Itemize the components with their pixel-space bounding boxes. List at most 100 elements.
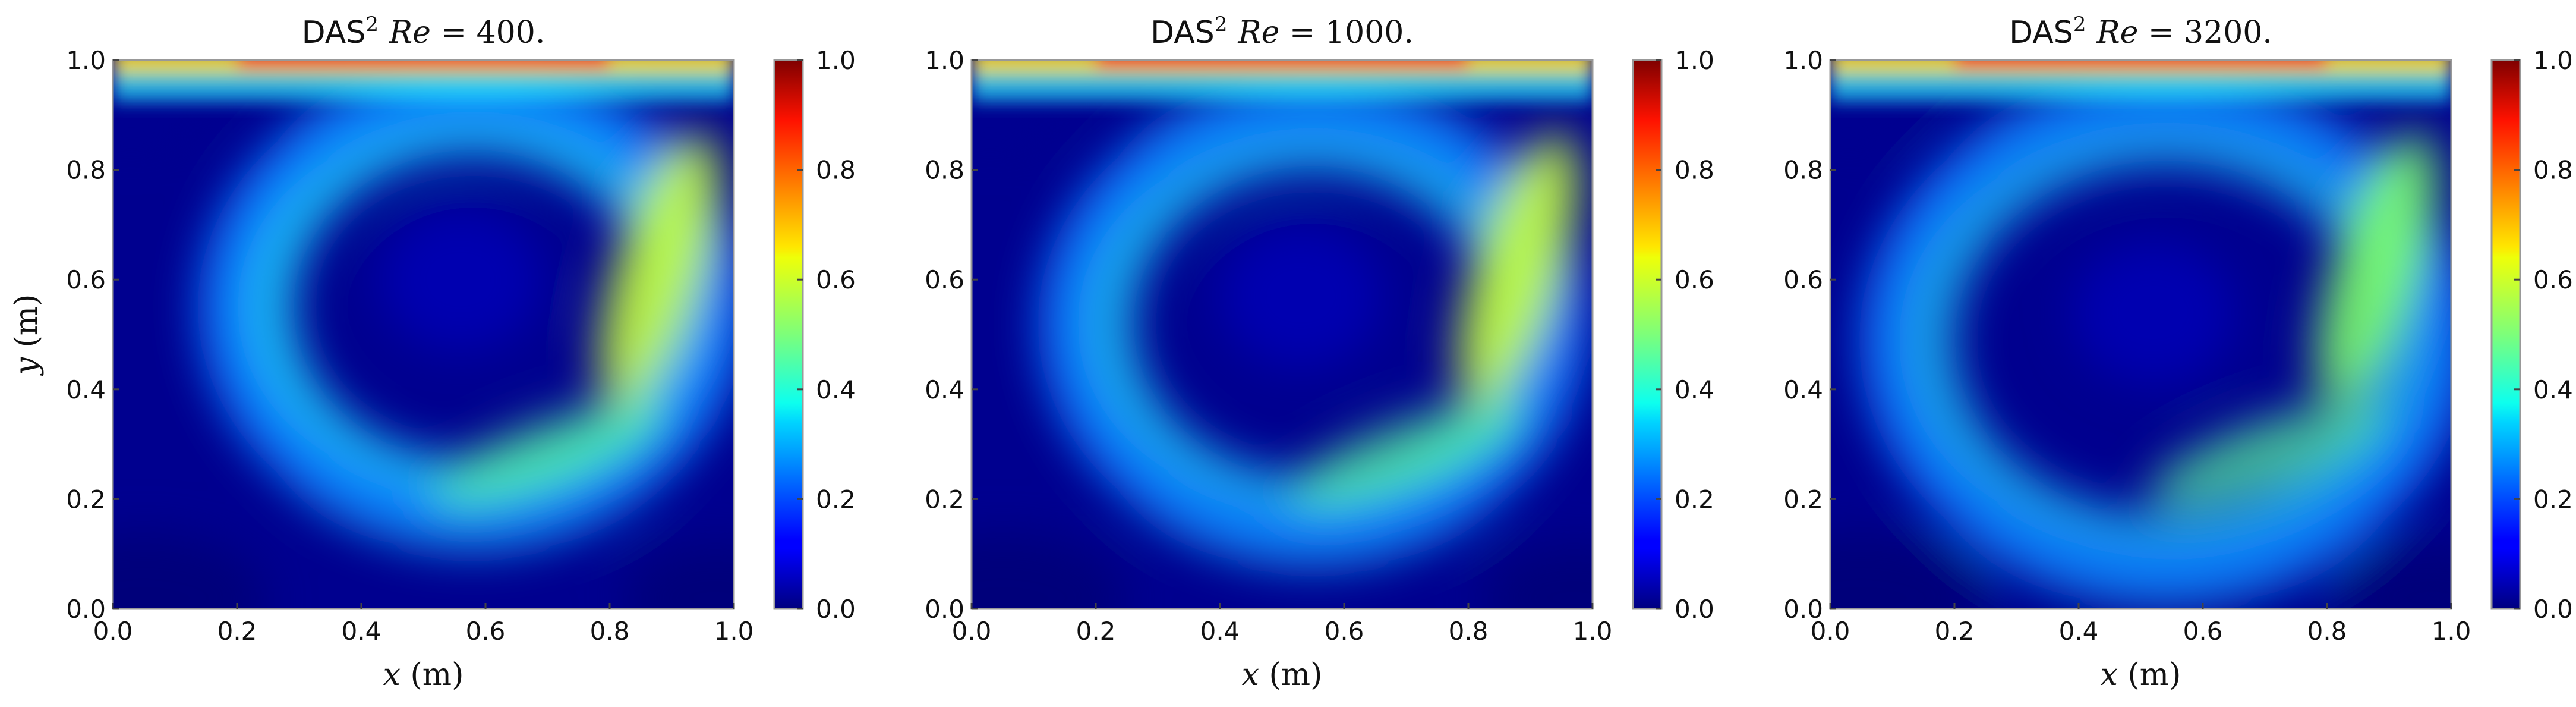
x-tick-label: 0.6 bbox=[466, 617, 506, 646]
x-axis-label-var: x bbox=[383, 657, 401, 693]
title-variable: Re bbox=[2096, 15, 2138, 51]
chart-title: DAS2 Re = 1000. bbox=[1150, 12, 1414, 51]
plot-frame bbox=[970, 59, 1594, 610]
x-tick-label: 0.2 bbox=[217, 617, 257, 646]
title-superscript: 2 bbox=[365, 12, 379, 36]
y-tick-label: 0.4 bbox=[925, 375, 964, 404]
title-equals: = bbox=[2138, 15, 2184, 51]
colorbar-tick-label: 0.0 bbox=[816, 595, 856, 624]
heatmap-field bbox=[113, 60, 734, 609]
x-tick-label: 0.4 bbox=[1200, 617, 1240, 646]
chart-svg: 0.0 0.2 0.4 0.6 0.8 1.0 0.0 0.2 0.4 0.6 0.8 1.0 DAS2… bbox=[1783, 12, 2573, 693]
y-axis-label: y (m) bbox=[9, 294, 45, 376]
x-axis-label: x (m) bbox=[2101, 657, 2181, 693]
title-variable: Re bbox=[389, 15, 431, 51]
colorbar bbox=[773, 59, 804, 610]
y-tick-label: 1.0 bbox=[66, 46, 106, 75]
x-tick-label: 0.0 bbox=[93, 617, 133, 646]
y-tick-label: 0.6 bbox=[925, 265, 964, 294]
y-tick-label: 0.8 bbox=[925, 156, 964, 185]
heatmap-field bbox=[972, 60, 1593, 609]
chart-svg: 0.0 0.2 0.4 0.6 0.8 1.0 0.0 0.2 0.4 0.6 0.8 1.0 DAS2… bbox=[9, 12, 856, 693]
panel-re-3200: 0.0 0.2 0.4 0.6 0.8 1.0 0.0 0.2 0.4 0.6 0.8 1.0 DAS2… bbox=[1717, 0, 2576, 707]
y-tick-label: 1.0 bbox=[925, 46, 964, 75]
chart-svg: 0.0 0.2 0.4 0.6 0.8 1.0 0.0 0.2 0.4 0.6 0.8 1.0 DAS2… bbox=[925, 12, 1714, 693]
title-variable: Re bbox=[1237, 15, 1279, 51]
colorbar-tick-label: 0.4 bbox=[1675, 375, 1714, 404]
x-tick-label: 1.0 bbox=[2432, 617, 2471, 646]
y-tick-label: 0.6 bbox=[1783, 265, 1823, 294]
y-tick-label: 0.0 bbox=[1783, 595, 1823, 624]
chart-title: DAS2 Re = 3200. bbox=[2009, 12, 2272, 51]
title-prefix: DAS bbox=[2009, 15, 2073, 51]
colorbar-tick-label: 0.8 bbox=[1675, 156, 1714, 185]
plot-frame bbox=[112, 59, 735, 610]
x-axis-label-unit: (m) bbox=[2118, 657, 2181, 693]
colorbar bbox=[2490, 59, 2521, 610]
x-axis-label-unit: (m) bbox=[401, 657, 464, 693]
colorbar-tick-label: 0.8 bbox=[816, 156, 856, 185]
title-equals: = bbox=[431, 15, 477, 51]
y-tick-label: 0.8 bbox=[1783, 156, 1823, 185]
title-superscript: 2 bbox=[1215, 12, 1228, 36]
colorbar-tick-label: 0.6 bbox=[1675, 265, 1714, 294]
colorbar-tick-label: 0.4 bbox=[2533, 375, 2573, 404]
y-tick-label: 0.0 bbox=[66, 595, 106, 624]
title-prefix: DAS bbox=[302, 15, 366, 51]
panel-re-1000: 0.0 0.2 0.4 0.6 0.8 1.0 0.0 0.2 0.4 0.6 0.8 1.0 DAS2… bbox=[859, 0, 1717, 707]
x-axis-label: x (m) bbox=[383, 657, 464, 693]
x-tick-label: 0.6 bbox=[2183, 617, 2223, 646]
colorbar-tick-label: 0.0 bbox=[2533, 595, 2573, 624]
x-tick-label: 0.6 bbox=[1325, 617, 1364, 646]
colorbar-tick-label: 1.0 bbox=[2533, 46, 2573, 75]
x-tick-label: 0.2 bbox=[1076, 617, 1116, 646]
y-tick-label: 0.6 bbox=[66, 265, 106, 294]
y-tick-label: 1.0 bbox=[1783, 46, 1823, 75]
x-tick-label: 0.4 bbox=[342, 617, 381, 646]
title-value: 400. bbox=[477, 15, 546, 51]
y-tick-label: 0.2 bbox=[1783, 485, 1823, 514]
colorbar-tick-label: 0.4 bbox=[816, 375, 856, 404]
x-tick-label: 0.8 bbox=[1449, 617, 1489, 646]
x-tick-label: 0.8 bbox=[2307, 617, 2347, 646]
colorbar-tick-label: 0.2 bbox=[1675, 485, 1714, 514]
chart-title: DAS2 Re = 400. bbox=[302, 12, 546, 51]
title-value: 3200. bbox=[2184, 15, 2272, 51]
colorbar-tick-label: 0.2 bbox=[816, 485, 856, 514]
x-axis-label: x (m) bbox=[1242, 657, 1323, 693]
panel-re-400: 0.0 0.2 0.4 0.6 0.8 1.0 0.0 0.2 0.4 0.6 0.8 1.0 DAS2… bbox=[0, 0, 859, 707]
x-tick-label: 1.0 bbox=[1573, 617, 1613, 646]
x-tick-label: 0.8 bbox=[590, 617, 630, 646]
x-tick-label: 0.0 bbox=[952, 617, 992, 646]
title-prefix: DAS bbox=[1150, 15, 1215, 51]
y-tick-label: 0.8 bbox=[66, 156, 106, 185]
y-axis-label-unit: (m) bbox=[9, 294, 45, 357]
colorbar-tick-label: 0.8 bbox=[2533, 156, 2573, 185]
x-tick-label: 0.0 bbox=[1811, 617, 1850, 646]
colorbar bbox=[1632, 59, 1663, 610]
title-value: 1000. bbox=[1325, 15, 1414, 51]
colorbar-tick-label: 1.0 bbox=[1675, 46, 1714, 75]
colorbar-tick-label: 0.0 bbox=[1675, 595, 1714, 624]
colorbar-tick-label: 0.6 bbox=[816, 265, 856, 294]
y-tick-label: 0.2 bbox=[925, 485, 964, 514]
x-tick-label: 0.2 bbox=[1935, 617, 1975, 646]
y-tick-label: 0.4 bbox=[1783, 375, 1823, 404]
y-axis-label-var: y bbox=[9, 357, 45, 376]
title-equals: = bbox=[1279, 15, 1325, 51]
plot-frame bbox=[1829, 59, 2452, 610]
x-tick-label: 1.0 bbox=[714, 617, 754, 646]
colorbar-tick-label: 1.0 bbox=[816, 46, 856, 75]
y-tick-label: 0.2 bbox=[66, 485, 106, 514]
title-superscript: 2 bbox=[2073, 12, 2086, 36]
x-axis-label-var: x bbox=[2101, 657, 2118, 693]
colorbar-tick-label: 0.6 bbox=[2533, 265, 2573, 294]
y-tick-label: 0.4 bbox=[66, 375, 106, 404]
y-tick-label: 0.0 bbox=[925, 595, 964, 624]
x-tick-label: 0.4 bbox=[2059, 617, 2099, 646]
heatmap-field bbox=[1830, 60, 2451, 609]
x-axis-label-var: x bbox=[1242, 657, 1259, 693]
x-axis-label-unit: (m) bbox=[1259, 657, 1322, 693]
colorbar-tick-label: 0.2 bbox=[2533, 485, 2573, 514]
